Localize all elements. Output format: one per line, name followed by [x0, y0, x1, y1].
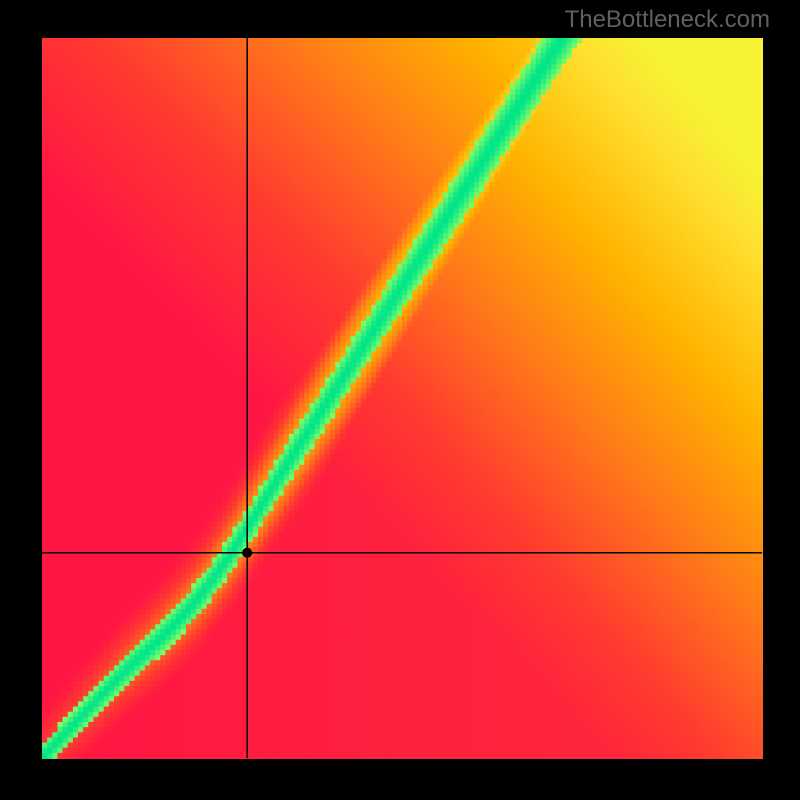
chart-container: TheBottleneck.com: [0, 0, 800, 800]
bottleneck-heatmap: [0, 0, 800, 800]
watermark-attribution: TheBottleneck.com: [565, 6, 770, 34]
